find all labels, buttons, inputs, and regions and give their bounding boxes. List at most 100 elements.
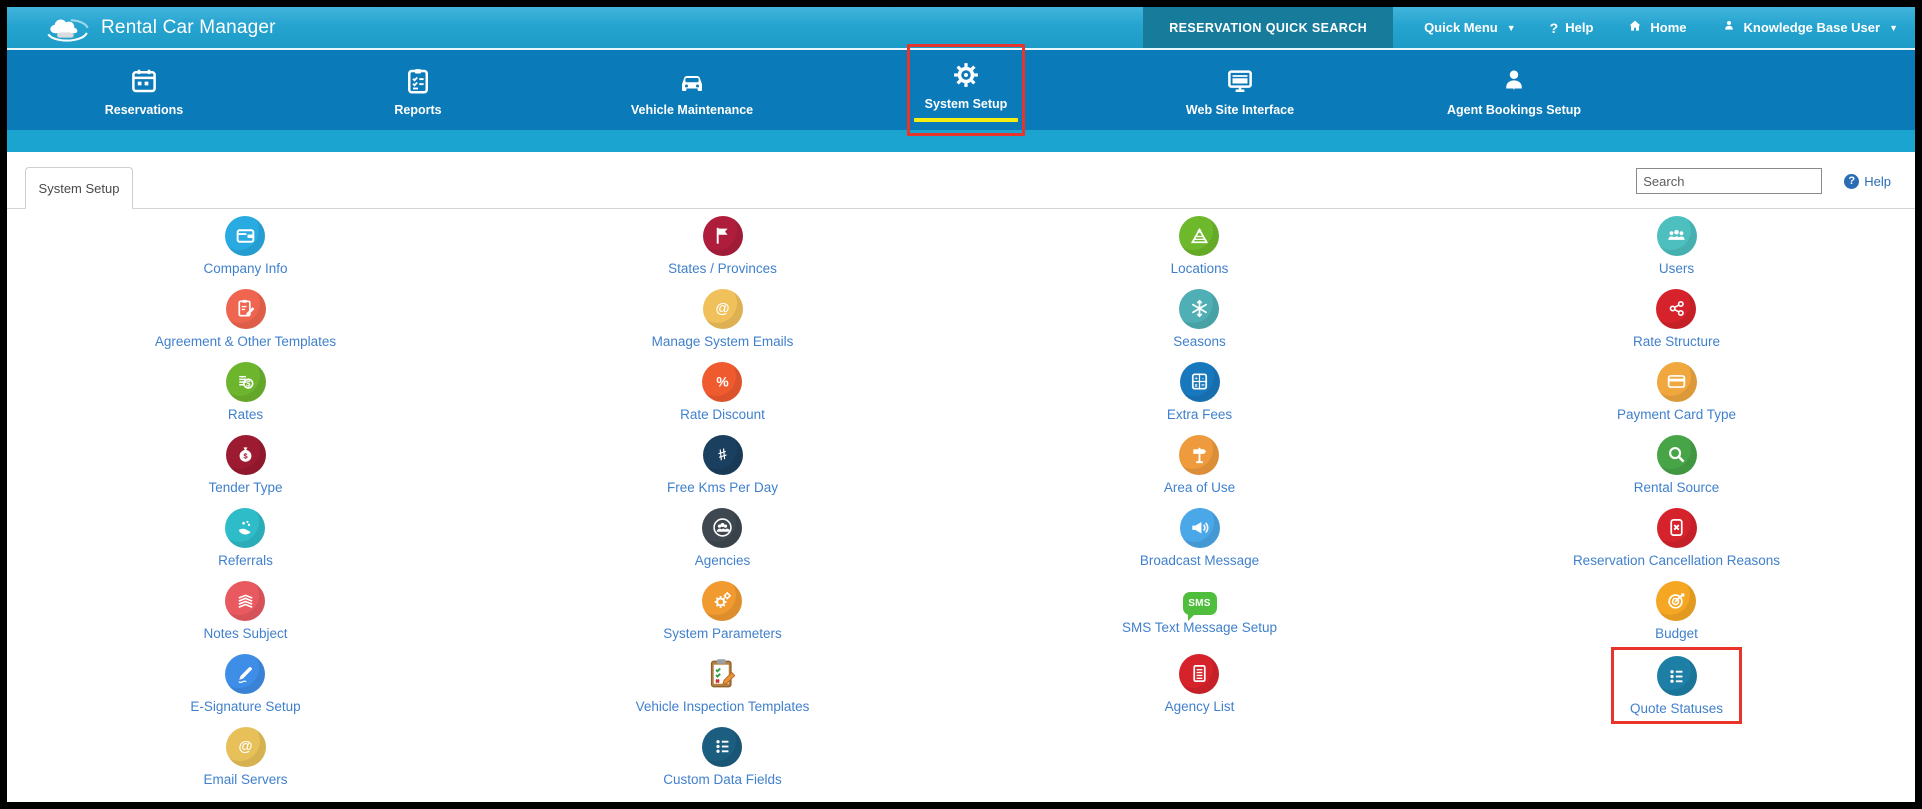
road-kms-icon: # — [702, 434, 743, 475]
setup-item-users[interactable]: Users — [1656, 215, 1697, 276]
nav-item-label: Reports — [394, 102, 442, 117]
setup-item-broadcast-message[interactable]: Broadcast Message — [1140, 507, 1259, 568]
setup-item-label: Agency List — [1164, 698, 1235, 714]
setup-item-label: Free Kms Per Day — [666, 479, 779, 495]
setup-item-label: Agreement & Other Templates — [154, 333, 337, 349]
setup-item-free-kms-per-day[interactable]: # Free Kms Per Day — [666, 434, 779, 495]
setup-item-vehicle-inspection-templates[interactable]: Vehicle Inspection Templates — [635, 654, 810, 714]
tab-system-setup[interactable]: System Setup — [25, 167, 133, 209]
share-nodes-icon — [1656, 288, 1697, 329]
pen-icon — [225, 653, 266, 694]
money-stack-icon: $ — [225, 361, 266, 402]
monitor-icon — [1225, 64, 1255, 96]
topbar-menu-label: Home — [1650, 20, 1687, 35]
nav-item-agent-bookings-setup[interactable]: Agent Bookings Setup — [1377, 50, 1651, 130]
setup-item-label: Quote Statuses — [1629, 701, 1724, 716]
list-bullets-icon — [1656, 656, 1697, 696]
snowflake-icon — [1179, 288, 1220, 329]
nav-item-reservations[interactable]: Reservations — [7, 50, 281, 130]
setup-item-label: Rental Source — [1633, 479, 1720, 495]
setup-item-states-provinces[interactable]: States / Provinces — [668, 215, 777, 276]
nav-item-label: Vehicle Maintenance — [630, 102, 754, 117]
grid-cell: Agreement & Other Templates — [7, 282, 484, 355]
setup-item-e-signature-setup[interactable]: E-Signature Setup — [190, 653, 301, 714]
brand: Rental Car Manager — [7, 7, 276, 48]
setup-item-label: Company Info — [203, 260, 288, 276]
signpost-icon — [1179, 434, 1220, 475]
doc-list-icon — [1179, 653, 1220, 694]
setup-item-label: Vehicle Inspection Templates — [635, 698, 810, 714]
topbar-menu-help[interactable]: ? Help — [1533, 7, 1611, 48]
accent-strip — [7, 130, 1915, 152]
setup-item-agency-list[interactable]: Agency List — [1164, 653, 1235, 714]
megaphone-icon — [1179, 507, 1220, 548]
setup-item-manage-system-emails[interactable]: @ Manage System Emails — [651, 288, 794, 349]
caret-down-icon: ▼ — [1506, 22, 1516, 33]
inspection-clipboard-icon — [702, 654, 742, 694]
setup-item-extra-fees[interactable]: + - x = Extra Fees — [1166, 361, 1233, 422]
setup-item-system-parameters[interactable]: System Parameters — [663, 580, 782, 641]
setup-item-label: Rates — [227, 406, 264, 422]
help-link[interactable]: ? Help — [1844, 173, 1891, 189]
svg-text:-: - — [1202, 376, 1204, 382]
tab-bar: System Setup ? Help — [7, 152, 1915, 209]
question-icon: ? — [1844, 173, 1860, 189]
setup-item-company-info[interactable]: Company Info — [203, 215, 288, 276]
setup-item-rate-discount[interactable]: % Rate Discount — [680, 361, 765, 422]
setup-item-rate-structure[interactable]: Rate Structure — [1633, 288, 1720, 349]
setup-item-custom-data-fields[interactable]: Custom Data Fields — [663, 726, 782, 787]
setup-item-area-of-use[interactable]: Area of Use — [1164, 434, 1235, 495]
setup-item-label: Locations — [1170, 260, 1229, 276]
setup-item-label: E-Signature Setup — [190, 698, 301, 714]
system-setup-grid: Company Info States / Provinces Locations U… — [7, 209, 1915, 793]
topbar-menu-home[interactable]: Home — [1610, 7, 1703, 48]
setup-item-locations[interactable]: Locations — [1170, 215, 1229, 276]
grid-cell: Rate Structure — [1438, 282, 1915, 355]
setup-item-label: Custom Data Fields — [663, 771, 782, 787]
setup-item-agreement-other-templates[interactable]: Agreement & Other Templates — [154, 288, 337, 349]
setup-item-rental-source[interactable]: Rental Source — [1633, 434, 1720, 495]
top-bar-menu: RESERVATION QUICK SEARCH Quick Menu ▼? Hel… — [1143, 7, 1915, 48]
setup-item-reservation-cancellation-reasons[interactable]: Reservation Cancellation Reasons — [1573, 507, 1780, 568]
topbar-menu-label: Help — [1565, 20, 1594, 35]
clipboard-pencil-icon — [225, 288, 266, 329]
svg-text:%: % — [716, 373, 728, 389]
top-menu-items: Quick Menu ▼? Help Home Knowledge Base User ▼ — [1407, 7, 1915, 48]
setup-item-agencies[interactable]: Agencies — [695, 507, 750, 568]
setup-item-seasons[interactable]: Seasons — [1173, 288, 1226, 349]
setup-item-tender-type[interactable]: $ Tender Type — [208, 434, 283, 495]
at-icon: @ — [225, 726, 266, 767]
setup-item-sms-text-message-setup[interactable]: SMS SMS Text Message Setup — [1122, 587, 1277, 635]
spacer — [1393, 7, 1407, 48]
svg-text:#: # — [716, 446, 730, 465]
setup-item-notes-subject[interactable]: Notes Subject — [203, 580, 288, 641]
topbar-menu-quick-menu[interactable]: Quick Menu ▼ — [1407, 7, 1533, 48]
topbar-menu-knowledge-base-user[interactable]: Knowledge Base User ▼ — [1704, 7, 1915, 48]
nav-item-system-setup[interactable]: System Setup — [829, 44, 1103, 136]
setup-item-rates[interactable]: $ Rates — [225, 361, 266, 422]
setup-item-label: Users — [1658, 260, 1695, 276]
setup-item-label: System Parameters — [663, 625, 782, 641]
people-ring-icon — [702, 507, 743, 548]
svg-text:@: @ — [715, 301, 729, 317]
search-input[interactable] — [1636, 168, 1823, 194]
reservation-quick-search-button[interactable]: RESERVATION QUICK SEARCH — [1143, 7, 1394, 48]
nav-item-web-site-interface[interactable]: Web Site Interface — [1103, 50, 1377, 130]
setup-item-label: Manage System Emails — [651, 333, 794, 349]
setup-item-label: Seasons — [1173, 333, 1226, 349]
nav-item-reports[interactable]: Reports — [281, 50, 555, 130]
setup-item-label: Extra Fees — [1166, 406, 1233, 422]
flag-icon — [702, 215, 743, 256]
grid-cell: Agency List — [961, 647, 1438, 720]
setup-item-email-servers[interactable]: @ Email Servers — [203, 726, 288, 787]
setup-item-budget[interactable]: Budget — [1655, 580, 1698, 641]
setup-item-payment-card-type[interactable]: Payment Card Type — [1617, 361, 1736, 422]
setup-item-quote-statuses[interactable]: Quote Statuses — [1610, 647, 1743, 724]
app-title: Rental Car Manager — [101, 16, 276, 38]
grid-cell: Seasons — [961, 282, 1438, 355]
grid-cell: Broadcast Message — [961, 501, 1438, 574]
nav-item-vehicle-maintenance[interactable]: Vehicle Maintenance — [555, 50, 829, 130]
track-icon — [1179, 215, 1220, 256]
nav-item-label: System Setup — [924, 97, 1008, 111]
setup-item-referrals[interactable]: Referrals — [218, 507, 273, 568]
